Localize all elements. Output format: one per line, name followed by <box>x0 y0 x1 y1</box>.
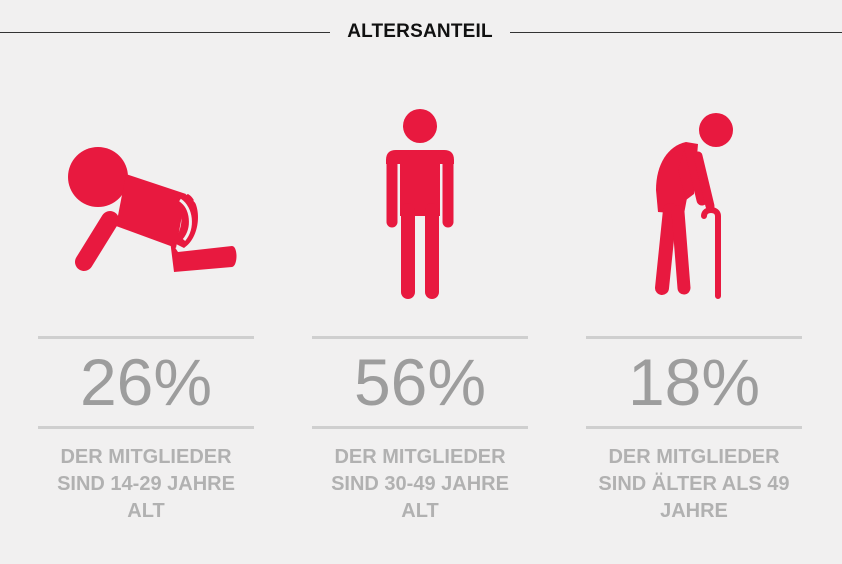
description-line: SIND ÄLTER ALS 49 <box>598 473 790 495</box>
age-group-30-49: 56% DER MITGLIEDER SIND 30-49 JAHRE ALT <box>312 90 528 550</box>
standing-person-icon <box>312 90 528 310</box>
rule-bottom <box>38 426 254 429</box>
elderly-person-with-cane-icon <box>586 90 802 310</box>
rule-top <box>312 336 528 339</box>
rule-bottom <box>312 426 528 429</box>
description-line: JAHRE <box>660 500 728 522</box>
description-line: SIND 14-29 JAHRE <box>57 473 235 495</box>
percent-value: 18% <box>627 345 761 419</box>
description: DER MITGLIEDER SIND 14-29 JAHRE ALT <box>38 444 254 525</box>
percent-value: 26% <box>79 345 213 419</box>
header-rule-right <box>510 32 842 33</box>
chart-title: ALTERSANTEIL <box>347 21 493 42</box>
header-rule-left <box>0 32 330 33</box>
description-line: DER MITGLIEDER <box>608 446 780 468</box>
age-group-14-29: 26% DER MITGLIEDER SIND 14-29 JAHRE ALT <box>38 90 254 550</box>
description-line: DER MITGLIEDER <box>334 446 506 468</box>
description-line: ALT <box>401 500 439 522</box>
crawling-baby-icon <box>38 90 254 310</box>
rule-top <box>586 336 802 339</box>
rule-top <box>38 336 254 339</box>
description-line: ALT <box>127 500 165 522</box>
percent-value: 56% <box>353 345 487 419</box>
description: DER MITGLIEDER SIND ÄLTER ALS 49 JAHRE <box>586 444 802 525</box>
rule-bottom <box>586 426 802 429</box>
description-line: SIND 30-49 JAHRE <box>331 473 509 495</box>
description-line: DER MITGLIEDER <box>60 446 232 468</box>
description: DER MITGLIEDER SIND 30-49 JAHRE ALT <box>312 444 528 525</box>
chart-header: ALTERSANTEIL <box>0 18 842 46</box>
age-group-49-plus: 18% DER MITGLIEDER SIND ÄLTER ALS 49 JAH… <box>586 90 802 550</box>
